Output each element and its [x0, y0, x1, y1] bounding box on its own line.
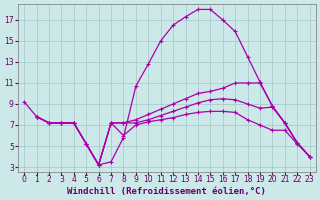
X-axis label: Windchill (Refroidissement éolien,°C): Windchill (Refroidissement éolien,°C) — [68, 187, 266, 196]
